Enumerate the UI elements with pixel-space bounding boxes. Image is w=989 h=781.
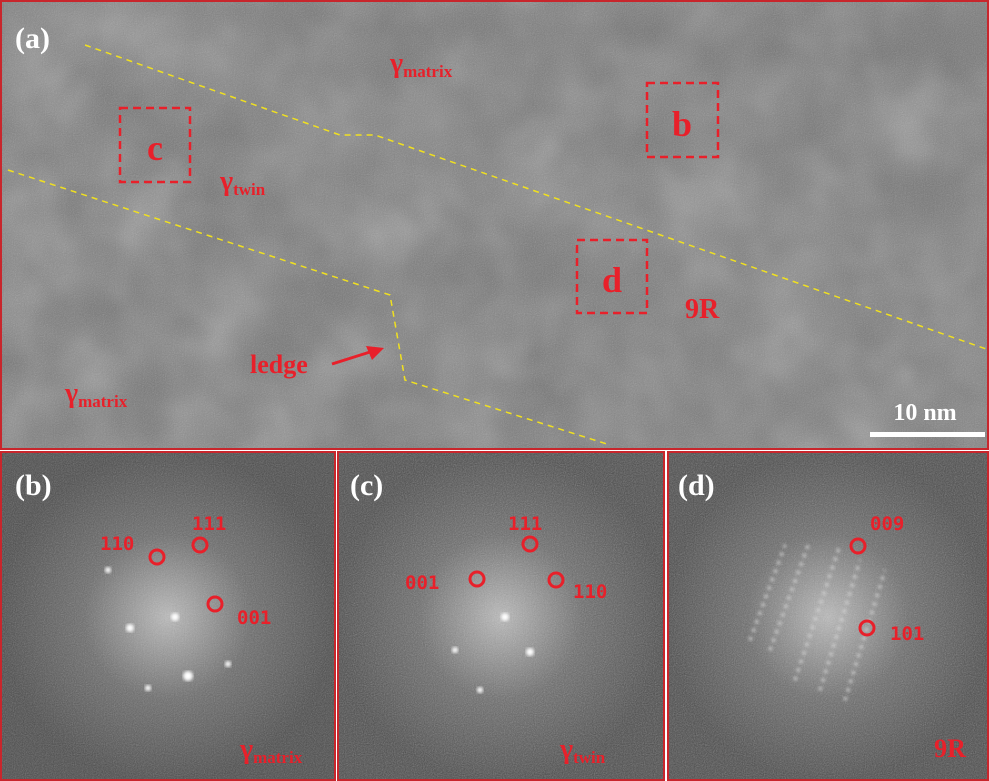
spot-label: 001: [405, 572, 439, 594]
label-part: matrix: [78, 392, 128, 411]
spot-label: 111: [508, 513, 542, 535]
panel-label: (c): [350, 469, 383, 502]
panel-b: (b) 110 111 001 γmatrix: [0, 452, 335, 781]
scale-bar: [870, 432, 985, 437]
decoration: [337, 452, 665, 781]
label-part: twin: [573, 748, 606, 767]
label-part: twin: [233, 180, 266, 199]
figure: (a) γmatrix γtwin γmatrix b c d 9R ledge…: [0, 0, 989, 781]
panel-label: (d): [678, 469, 715, 502]
panel-d: (d) 009 101 9R: [667, 452, 989, 781]
phase-label: 9R: [685, 294, 720, 325]
label-part: γ: [219, 166, 233, 197]
decoration: [105, 567, 111, 573]
spot-label: 101: [890, 623, 924, 645]
label-part: matrix: [253, 748, 303, 767]
spot-label: 110: [100, 533, 134, 555]
scale-label: 10 nm: [893, 400, 956, 426]
panel-label: (b): [15, 469, 52, 502]
panel-a: (a) γmatrix γtwin γmatrix b c d 9R ledge…: [0, 0, 989, 450]
decoration: [477, 687, 483, 693]
region-label: d: [602, 260, 622, 300]
decoration: [171, 613, 179, 621]
label-part: matrix: [403, 62, 453, 81]
region-label: c: [147, 128, 163, 168]
decoration: [126, 624, 134, 632]
spot-label: 111: [192, 513, 226, 535]
panel-label: (a): [15, 22, 50, 55]
label-part: γ: [559, 734, 573, 765]
decoration: [667, 452, 989, 781]
label-part: γ: [239, 734, 253, 765]
decoration: [145, 685, 151, 691]
spot-label: 001: [237, 607, 271, 629]
spot-label: 110: [573, 581, 607, 603]
region-label: b: [672, 104, 692, 144]
phase-label: 9R: [934, 734, 966, 763]
decoration: [225, 661, 231, 667]
label-part: γ: [389, 48, 403, 79]
decoration: [501, 613, 509, 621]
decoration: [452, 647, 458, 653]
ledge-label: ledge: [250, 350, 308, 379]
label-part: γ: [64, 378, 78, 409]
spot-label: 009: [870, 513, 904, 535]
decoration: [183, 671, 193, 681]
decoration: [526, 648, 534, 656]
panel-c: (c) 111 001 110 γtwin: [337, 452, 665, 781]
